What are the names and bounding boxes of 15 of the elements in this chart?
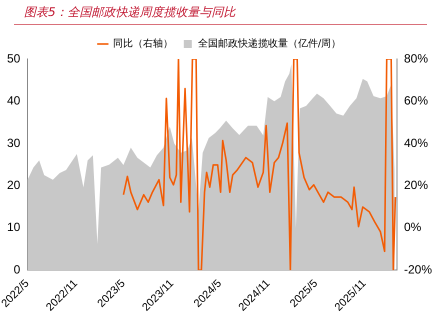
y-tick-label: 10 (6, 220, 21, 234)
y2-tick-label: 20% (404, 178, 428, 192)
y-tick-label: 50 (6, 51, 21, 66)
chart-title: 图表5：全国邮政快递周度揽收量与同比 (14, 4, 427, 25)
y2-tick-label: 40% (404, 136, 428, 150)
legend-label: 同比（右轴） (112, 38, 173, 50)
y-tick-label: 40 (6, 94, 21, 108)
legend-label: 全国邮政快递揽收量（亿件/周） (198, 38, 342, 50)
y2-tick-label: 60% (404, 94, 428, 108)
y-tick-label: 20 (6, 178, 21, 192)
y-tick-label: 0 (14, 262, 21, 276)
y2-tick-label: -20% (404, 262, 432, 276)
y2-tick-label: 0% (404, 220, 422, 234)
y2-tick-label: 80% (404, 51, 428, 66)
y-tick-label: 30 (6, 136, 21, 150)
